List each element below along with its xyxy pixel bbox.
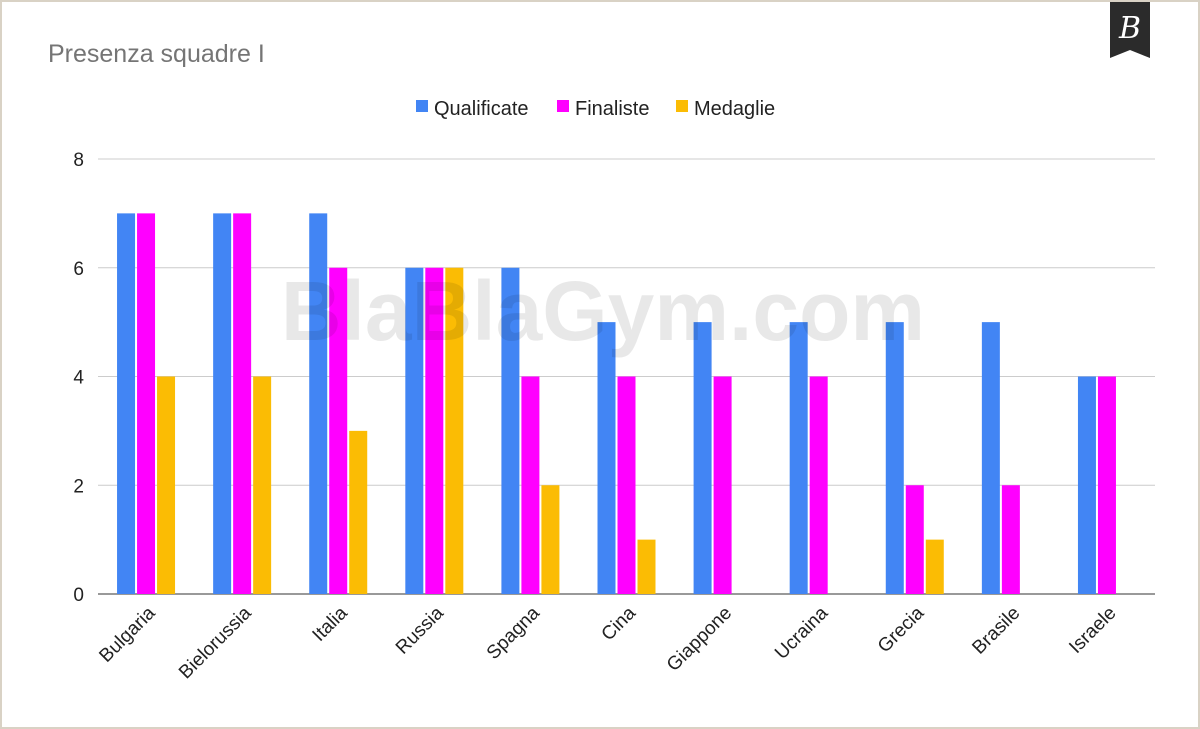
x-tick-label: Bielorussia: [175, 602, 256, 683]
bar-finaliste-giappone: [713, 376, 732, 594]
x-tick-label: Israele: [1065, 603, 1120, 658]
bar-qualificate-cina: [597, 322, 616, 594]
bar-qualificate-giappone: [693, 322, 712, 594]
legend-swatch-medaglie: [676, 100, 688, 112]
legend-label: Medaglie: [694, 98, 775, 120]
bar-finaliste-grecia: [905, 485, 924, 594]
y-tick-label: 0: [73, 585, 84, 606]
bar-qualificate-brasile: [981, 322, 1000, 594]
y-tick-label: 2: [73, 476, 84, 497]
legend-label: Qualificate: [434, 98, 529, 120]
y-tick-label: 8: [73, 150, 84, 171]
bar-finaliste-russia: [425, 267, 444, 594]
bar-medaglie-russia: [445, 267, 464, 594]
x-tick-label: Brasile: [968, 603, 1024, 659]
y-tick-label: 4: [73, 368, 84, 389]
x-tick-label: Ucraina: [771, 602, 832, 663]
bar-finaliste-cina: [617, 376, 636, 594]
y-tick-label: 6: [73, 259, 84, 280]
x-tick-label: Bulgaria: [95, 602, 159, 666]
x-tick-label: Grecia: [874, 602, 929, 657]
bar-medaglie-bulgaria: [157, 376, 176, 594]
x-tick-label: Giappone: [663, 603, 736, 676]
bar-finaliste-italia: [329, 267, 348, 594]
x-tick-label: Cina: [598, 602, 641, 645]
bar-qualificate-ucraina: [789, 322, 808, 594]
logo-letter: B: [1118, 11, 1141, 46]
x-tick-label: Spagna: [483, 602, 544, 663]
legend-swatch-qualificate: [416, 100, 428, 112]
bar-qualificate-spagna: [501, 267, 520, 594]
bar-medaglie-cina: [637, 539, 656, 594]
y-axis-ticks: 0 2 4 6 8: [73, 150, 84, 606]
x-tick-label: Italia: [309, 602, 353, 646]
bar-medaglie-italia: [349, 430, 368, 594]
brand-logo-icon: B: [1110, 2, 1150, 58]
chart-title: Presenza squadre I: [48, 40, 265, 68]
legend-label: Finaliste: [575, 98, 649, 120]
bar-qualificate-israele: [1077, 376, 1096, 594]
watermark: BlaBlaGym.com: [281, 264, 925, 358]
bar-finaliste-bielorussia: [233, 213, 252, 594]
bar-qualificate-grecia: [885, 322, 904, 594]
bar-finaliste-israele: [1097, 376, 1116, 594]
x-axis-labels: Bulgaria Bielorussia Italia Russia Spagna Cin…: [95, 602, 1120, 683]
legend-swatch-finaliste: [557, 100, 569, 112]
bar-medaglie-bielorussia: [253, 376, 272, 594]
x-tick-label: Russia: [392, 602, 448, 658]
bar-finaliste-bulgaria: [137, 213, 156, 594]
bar-medaglie-grecia: [925, 539, 944, 594]
bar-medaglie-spagna: [541, 485, 560, 594]
bar-qualificate-bielorussia: [213, 213, 232, 594]
legend: Qualificate Finaliste Medaglie: [416, 98, 775, 120]
bar-finaliste-spagna: [521, 376, 540, 594]
bar-finaliste-brasile: [1001, 485, 1020, 594]
bar-qualificate-russia: [405, 267, 424, 594]
bar-qualificate-bulgaria: [117, 213, 136, 594]
bar-qualificate-italia: [309, 213, 328, 594]
bar-finaliste-ucraina: [809, 376, 828, 594]
bars: [117, 213, 1116, 594]
